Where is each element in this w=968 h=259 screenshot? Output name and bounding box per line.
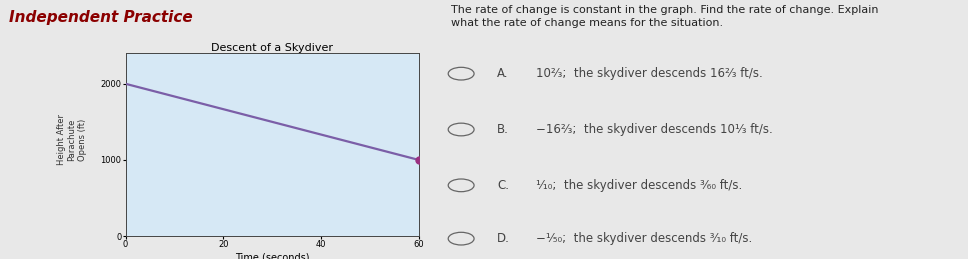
Text: C.: C.	[498, 179, 509, 192]
Text: ¹⁄₁₀;  the skydiver descends ³⁄₆₀ ft/s.: ¹⁄₁₀; the skydiver descends ³⁄₆₀ ft/s.	[536, 179, 742, 192]
Text: 10²⁄₃;  the skydiver descends 16²⁄₃ ft/s.: 10²⁄₃; the skydiver descends 16²⁄₃ ft/s.	[536, 67, 763, 80]
Text: The rate of change is constant in the graph. Find the rate of change. Explain
wh: The rate of change is constant in the gr…	[451, 5, 878, 28]
Text: Independent Practice: Independent Practice	[9, 10, 193, 25]
Text: B.: B.	[498, 123, 509, 136]
Text: A.: A.	[498, 67, 509, 80]
Text: −16²⁄₃;  the skydiver descends 10¹⁄₃ ft/s.: −16²⁄₃; the skydiver descends 10¹⁄₃ ft/s…	[536, 123, 772, 136]
Text: Height After
Parachute
Opens (ft): Height After Parachute Opens (ft)	[57, 114, 86, 165]
Text: D.: D.	[498, 232, 510, 245]
Text: −¹⁄₅₀;  the skydiver descends ³⁄₁₀ ft/s.: −¹⁄₅₀; the skydiver descends ³⁄₁₀ ft/s.	[536, 232, 752, 245]
